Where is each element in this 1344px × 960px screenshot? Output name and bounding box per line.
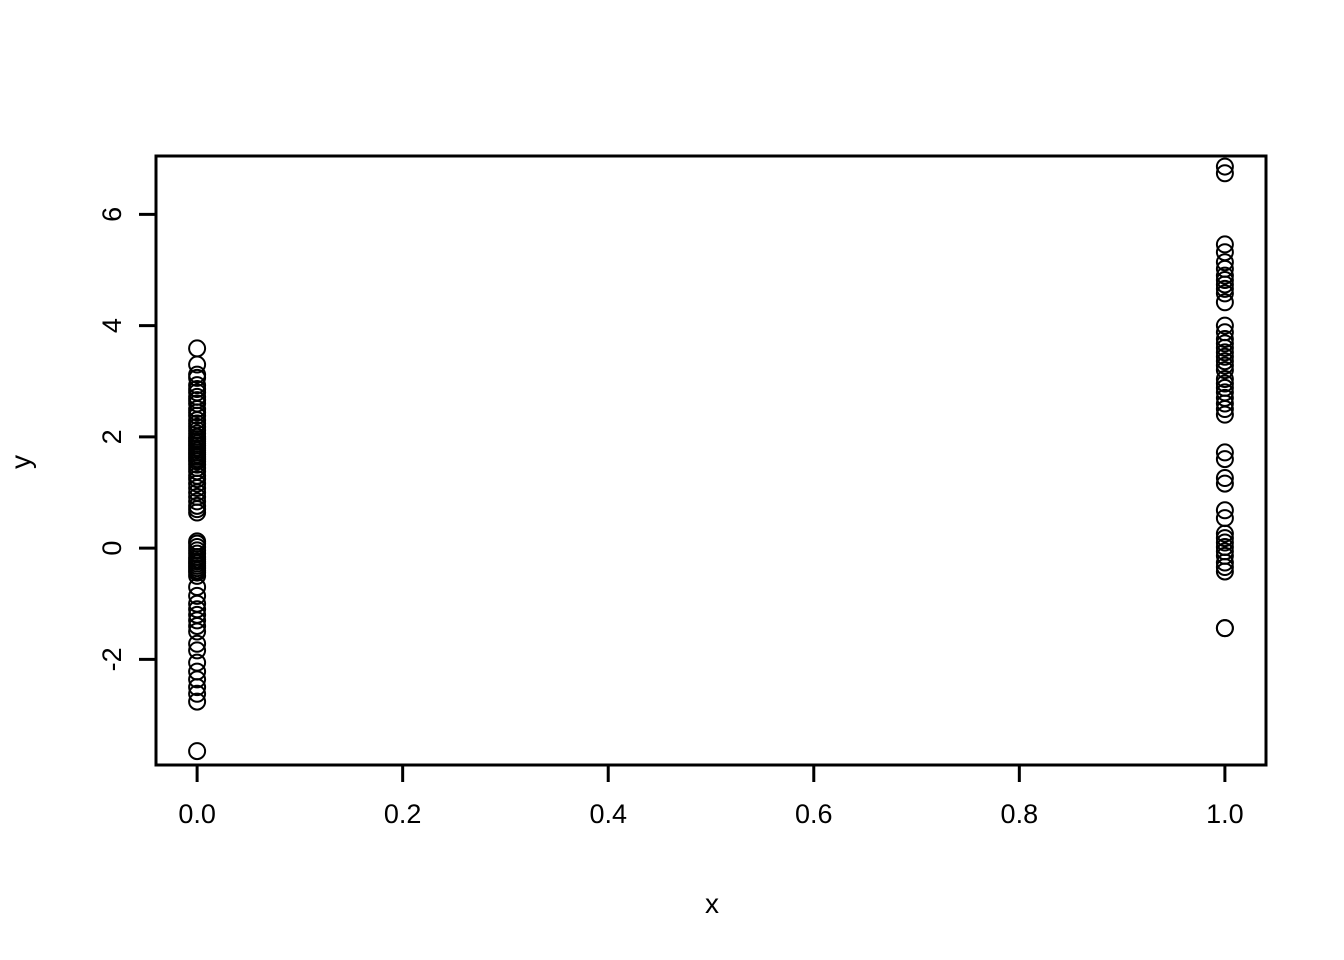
data-point bbox=[1215, 329, 1234, 348]
data-point bbox=[1215, 450, 1234, 469]
data-point bbox=[188, 678, 207, 697]
data-point bbox=[1215, 352, 1234, 371]
data-point bbox=[1215, 334, 1234, 353]
data-point bbox=[188, 566, 207, 585]
data-point bbox=[1215, 529, 1234, 548]
data-point bbox=[1215, 361, 1234, 380]
data-point bbox=[1215, 271, 1234, 290]
data-point bbox=[188, 474, 207, 493]
data-point bbox=[1215, 356, 1234, 375]
data-point bbox=[1215, 157, 1234, 176]
data-point bbox=[1215, 553, 1234, 572]
data-points-layer bbox=[188, 157, 1234, 761]
data-point bbox=[1215, 279, 1234, 298]
x-tick-label: 0.6 bbox=[795, 799, 833, 829]
data-point bbox=[1215, 524, 1234, 543]
data-point bbox=[1215, 343, 1234, 362]
data-point bbox=[1215, 619, 1234, 638]
data-point bbox=[188, 684, 207, 703]
y-tick-label: -2 bbox=[97, 647, 127, 671]
y-axis: -2 0 2 4 6 bbox=[97, 207, 156, 671]
data-point bbox=[1215, 474, 1234, 493]
data-point bbox=[188, 586, 207, 605]
data-point bbox=[1215, 275, 1234, 294]
data-point bbox=[188, 355, 207, 374]
data-point bbox=[1215, 338, 1234, 357]
y-tick-label: 0 bbox=[97, 541, 127, 556]
data-point bbox=[1215, 501, 1234, 520]
data-point bbox=[1215, 284, 1234, 303]
x-tick-label: 0.4 bbox=[589, 799, 627, 829]
data-point bbox=[188, 670, 207, 689]
x-tick-label: 0.0 bbox=[178, 799, 216, 829]
data-point bbox=[1215, 469, 1234, 488]
data-point bbox=[1215, 533, 1234, 552]
plot-frame-box bbox=[154, 154, 1268, 767]
data-point bbox=[188, 634, 207, 653]
data-point bbox=[188, 616, 207, 635]
data-point bbox=[1215, 370, 1234, 389]
data-point bbox=[188, 742, 207, 761]
data-point bbox=[1215, 562, 1234, 581]
data-point bbox=[1215, 374, 1234, 393]
data-point bbox=[188, 406, 207, 425]
data-point bbox=[1215, 394, 1234, 413]
y-tick-label: 6 bbox=[97, 207, 127, 222]
data-point bbox=[1215, 164, 1234, 183]
data-point bbox=[1215, 235, 1234, 254]
x-tick-label: 1.0 bbox=[1206, 799, 1244, 829]
data-point bbox=[1215, 405, 1234, 424]
y-tick-label: 4 bbox=[97, 318, 127, 333]
data-point bbox=[188, 368, 207, 387]
y-axis-title: y bbox=[5, 455, 36, 469]
data-point bbox=[188, 641, 207, 660]
x-axis: 0.0 0.2 0.4 0.6 0.8 1.0 bbox=[178, 765, 1244, 829]
x-tick-label: 0.2 bbox=[384, 799, 422, 829]
data-point bbox=[188, 492, 207, 511]
data-point bbox=[188, 479, 207, 498]
data-point bbox=[188, 470, 207, 489]
data-point bbox=[1215, 316, 1234, 335]
data-point bbox=[1215, 266, 1234, 285]
data-point bbox=[1215, 400, 1234, 419]
data-point bbox=[1215, 347, 1234, 366]
data-point bbox=[1215, 293, 1234, 312]
x-tick-label: 0.8 bbox=[1001, 799, 1039, 829]
data-point bbox=[1215, 558, 1234, 577]
data-point bbox=[188, 692, 207, 711]
data-point bbox=[1215, 253, 1234, 272]
data-point bbox=[188, 503, 207, 522]
data-point bbox=[1215, 443, 1234, 462]
data-point bbox=[188, 611, 207, 630]
y-tick-label: 2 bbox=[97, 429, 127, 444]
x-axis-title: x bbox=[705, 888, 719, 919]
data-point bbox=[188, 622, 207, 641]
